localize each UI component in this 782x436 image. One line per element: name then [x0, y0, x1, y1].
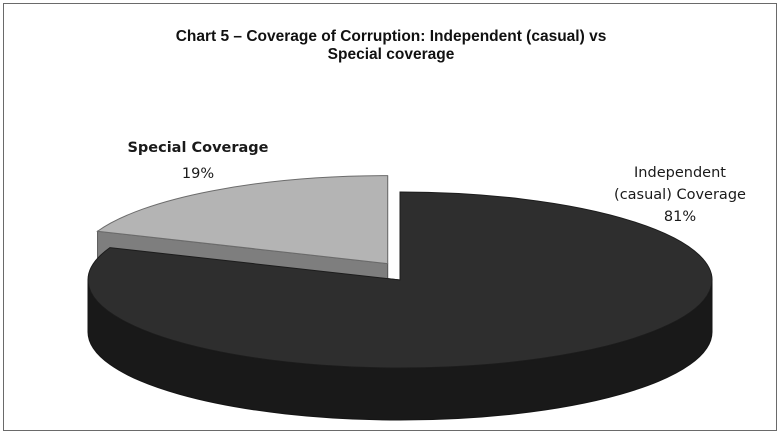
independent-label-line-2: (casual) Coverage	[614, 187, 746, 203]
special-label-line-1: Special Coverage	[127, 140, 268, 156]
independent-label-line-1: Independent	[634, 165, 726, 181]
pie-slice-special-coverage	[96, 175, 389, 265]
special-value-label: 19%	[182, 166, 214, 182]
label-special: Special Coverage 19%	[127, 140, 268, 182]
pie-3d	[87, 175, 713, 421]
chart-title-line-2: Special coverage	[327, 46, 455, 63]
independent-value-label: 81%	[664, 209, 696, 225]
chart-title: Chart 5 – Coverage of Corruption: Indepe…	[0, 28, 782, 64]
chart-title-line-1: Chart 5 – Coverage of Corruption: Indepe…	[175, 28, 607, 45]
label-independent: Independent (casual) Coverage 81%	[614, 165, 746, 225]
pie-slice-independent-casual-coverage	[87, 191, 713, 369]
